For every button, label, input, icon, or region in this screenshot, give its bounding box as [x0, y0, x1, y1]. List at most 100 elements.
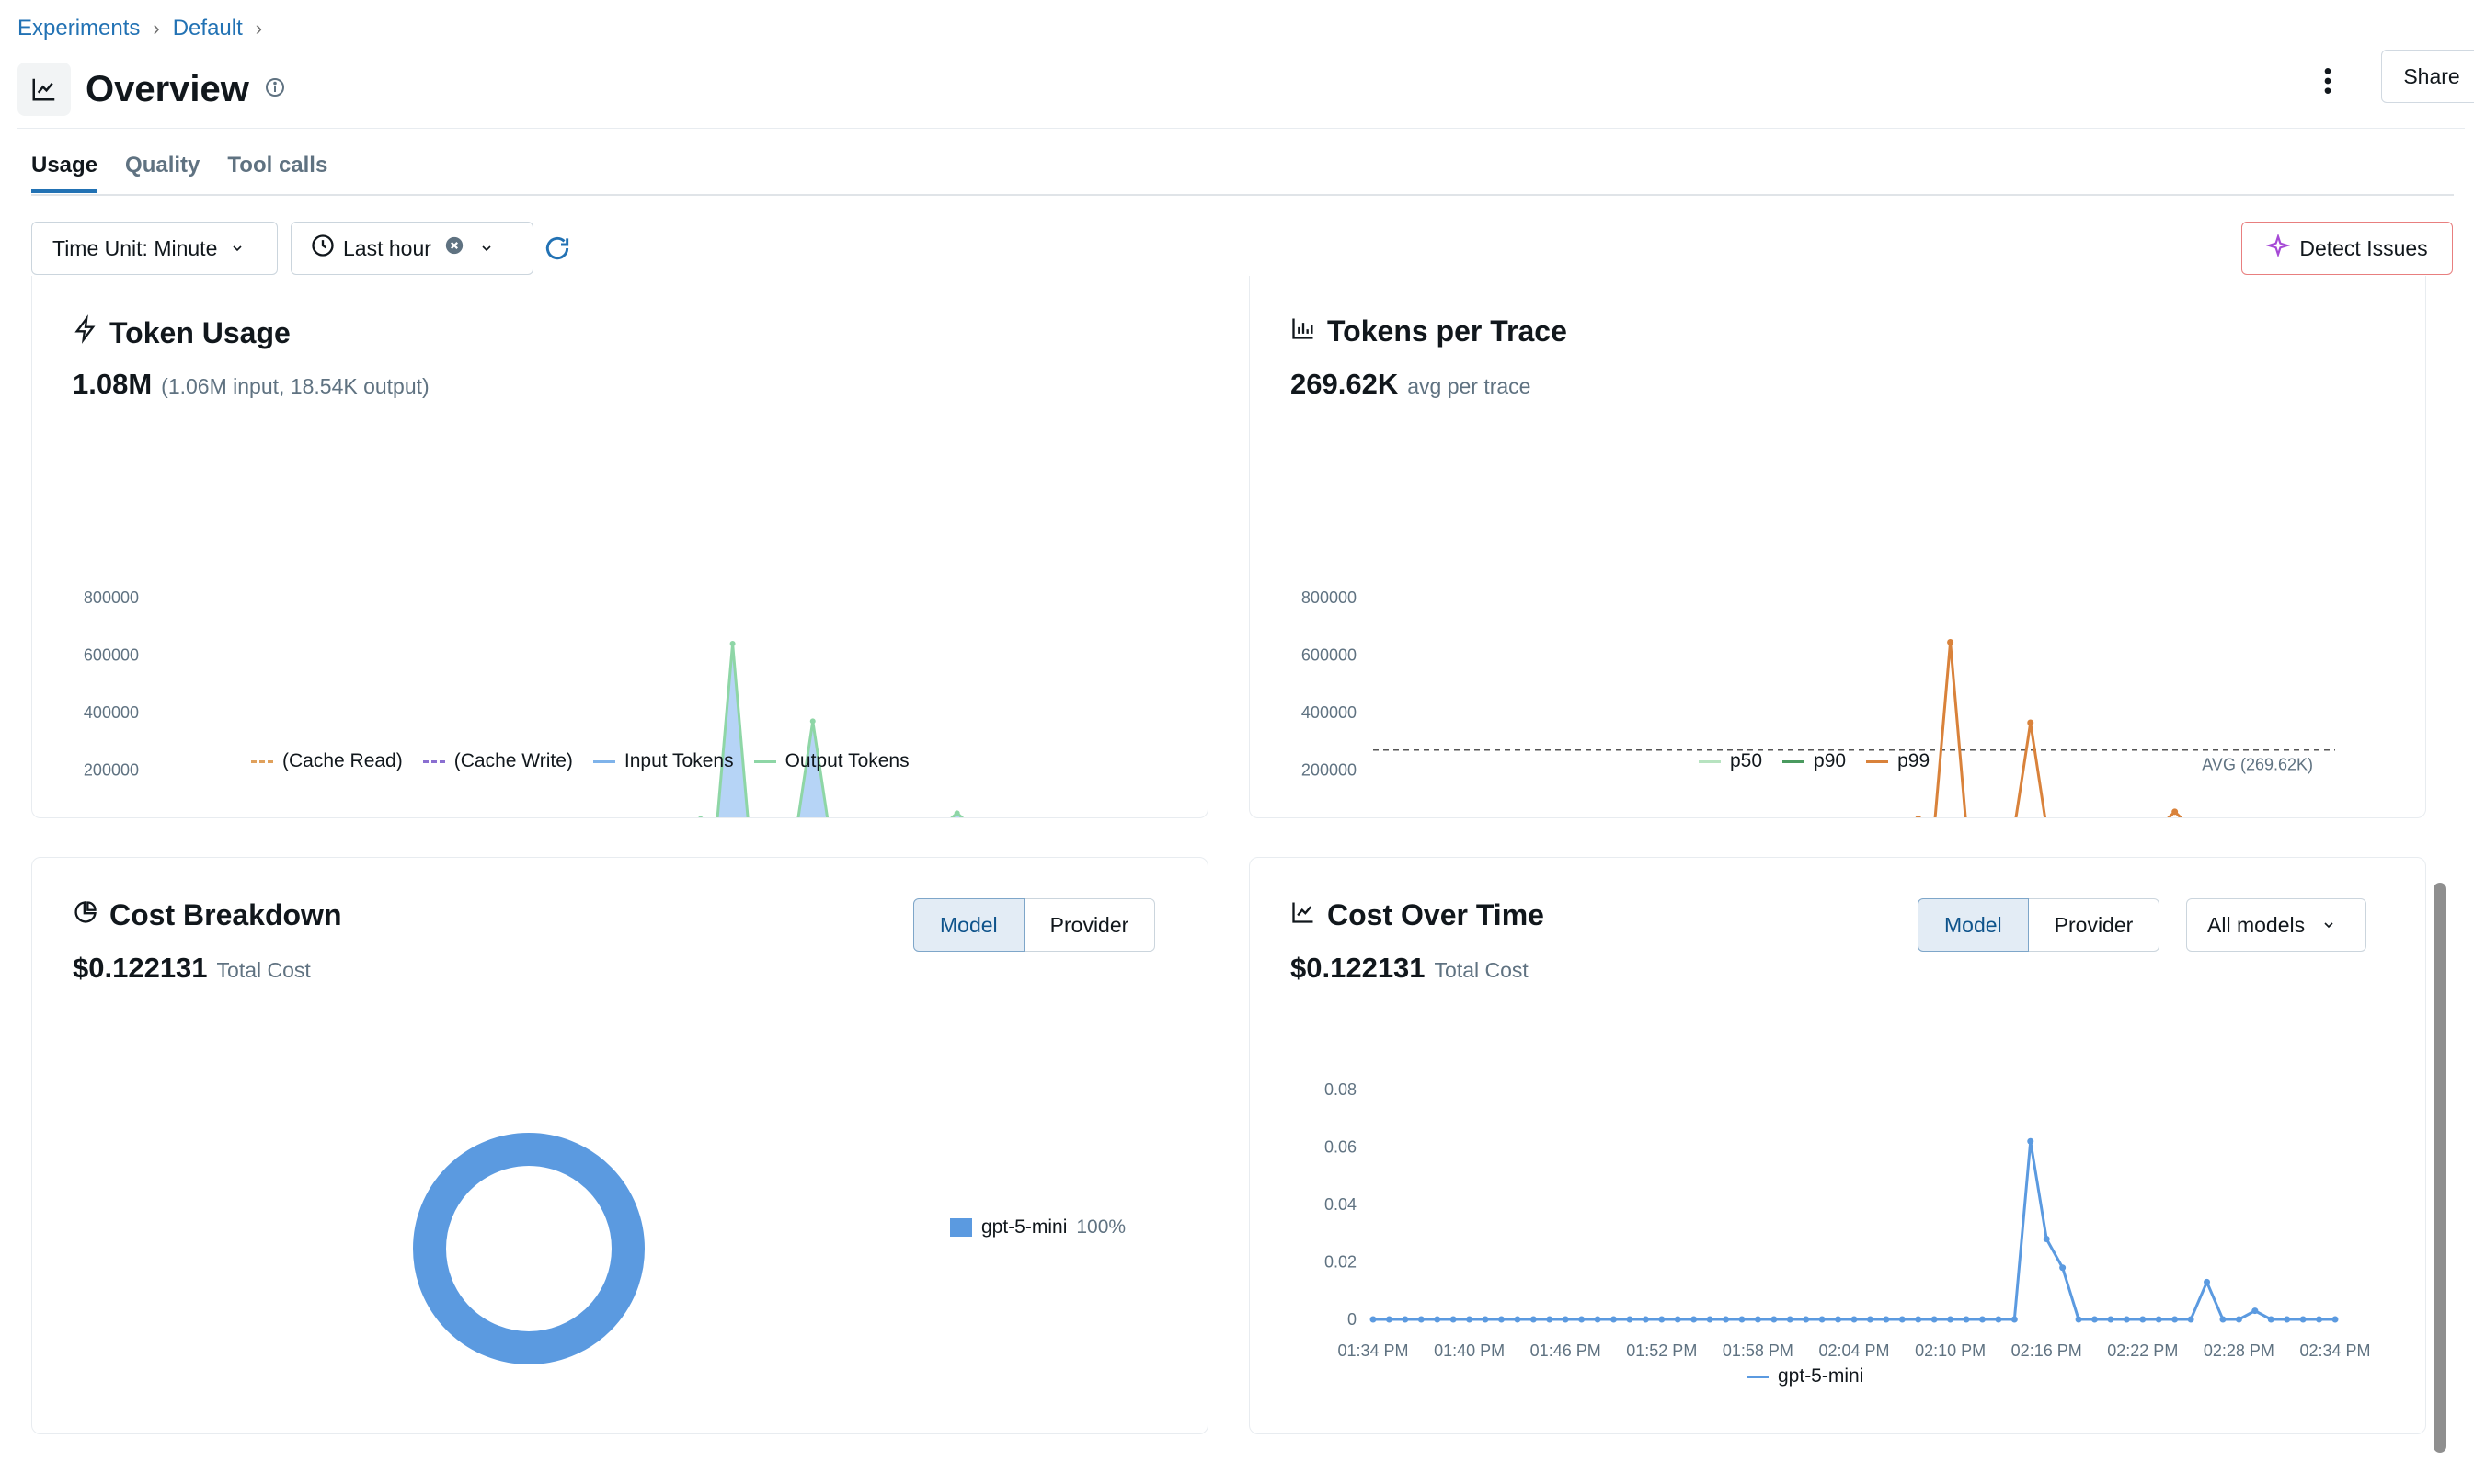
token-usage-metric: 1.08M (1.06M input, 18.54K output): [73, 368, 430, 401]
legend-input-tokens[interactable]: Input Tokens: [592, 750, 734, 772]
cost-breakdown-title: Cost Breakdown: [73, 898, 341, 932]
input-tokens-area: [717, 644, 962, 817]
legend-gpt-5-mini-pct: 100%: [1076, 1216, 1127, 1238]
breadcrumb: Experiments › Default ›: [17, 16, 262, 41]
legend-p99-label: p99: [1897, 750, 1930, 771]
info-icon[interactable]: [264, 76, 286, 103]
x-tick-label: 01:46 PM: [1530, 1341, 1601, 1360]
breadcrumb-default[interactable]: Default: [172, 16, 243, 40]
data-point: [2123, 1316, 2130, 1323]
token-usage-title-text: Token Usage: [109, 315, 291, 349]
tokens-per-trace-title-text: Tokens per Trace: [1327, 314, 1567, 348]
data-point: [1786, 1316, 1793, 1323]
data-point: [2027, 719, 2034, 726]
more-options-icon[interactable]: [2322, 66, 2333, 100]
data-point: [2171, 1316, 2179, 1323]
data-point: [2204, 1278, 2211, 1285]
x-tick-label: 02:22 PM: [2107, 1341, 2178, 1360]
y-tick-label: 200000: [84, 761, 139, 780]
data-point: [2251, 1307, 2259, 1315]
toggle-model[interactable]: Model: [913, 898, 1025, 952]
data-point: [1898, 1316, 1906, 1323]
data-point: [1723, 1316, 1730, 1323]
data-point: [1947, 1316, 1954, 1323]
toggle-provider[interactable]: Provider: [1024, 898, 1156, 952]
data-point: [1466, 1316, 1473, 1323]
y-tick-label: 0.06: [1324, 1138, 1357, 1157]
clock-icon: [310, 233, 336, 264]
y-tick-label: 200000: [1301, 761, 1357, 780]
cost-over-time-toggle: Model Provider: [1918, 898, 2160, 952]
cost-breakdown-toggle: Model Provider: [913, 898, 1156, 952]
data-point: [954, 810, 960, 816]
data-point: [2027, 1137, 2034, 1145]
legend-cache-write[interactable]: (Cache Write): [422, 750, 573, 772]
y-tick-label: 600000: [1301, 646, 1357, 665]
refresh-icon[interactable]: [543, 234, 572, 268]
legend-gpt-5-mini[interactable]: gpt-5-mini: [1747, 1365, 1863, 1387]
data-point: [2107, 1316, 2114, 1323]
clear-icon[interactable]: [444, 235, 464, 261]
data-point: [1706, 1316, 1713, 1323]
detect-issues-button[interactable]: Detect Issues: [2241, 222, 2453, 275]
data-point: [1529, 1316, 1537, 1323]
models-select[interactable]: All models: [2186, 898, 2366, 952]
data-point: [1497, 1316, 1505, 1323]
y-tick-label: 0.08: [1324, 1080, 1357, 1099]
data-point: [1850, 1316, 1858, 1323]
data-point: [1578, 1316, 1586, 1323]
line-chart-icon: [1290, 898, 1316, 932]
y-tick-label: 800000: [1301, 588, 1357, 607]
donut-slice-gpt-5-mini: [413, 1133, 645, 1364]
data-point: [1434, 1316, 1441, 1323]
cost-breakdown-donut: [413, 1133, 645, 1364]
data-point: [1674, 1316, 1681, 1323]
tokens-per-trace-avg: 269.62K: [1290, 368, 1399, 400]
data-point: [2139, 1316, 2147, 1323]
data-point: [2187, 1316, 2194, 1323]
legend-output-tokens-label: Output Tokens: [785, 750, 910, 771]
tab-tool-calls[interactable]: Tool calls: [227, 153, 328, 177]
data-point: [1978, 1316, 1986, 1323]
toggle-provider[interactable]: Provider: [2028, 898, 2160, 952]
legend-cache-read-label: (Cache Read): [282, 750, 403, 771]
data-point: [1642, 1316, 1649, 1323]
data-point: [1866, 1316, 1873, 1323]
y-tick-label: 0: [1347, 1310, 1357, 1329]
cost-over-time-card: Cost Over Time $0.122131 Total Cost Mode…: [1249, 857, 2426, 1434]
legend-output-tokens[interactable]: Output Tokens: [753, 750, 910, 772]
tokens-per-trace-card: Tokens per Trace 269.62K avg per trace 0…: [1249, 276, 2426, 818]
tab-usage[interactable]: Usage: [31, 153, 98, 193]
y-tick-label: 400000: [1301, 703, 1357, 722]
time-range-select[interactable]: Last hour: [291, 222, 533, 275]
data-point: [2010, 1316, 2018, 1323]
output-tokens-line: [700, 643, 965, 817]
header-divider: [17, 128, 2465, 129]
legend-swatch: [950, 1218, 972, 1237]
time-unit-label: Time Unit: Minute: [52, 235, 218, 260]
share-button[interactable]: Share: [2381, 50, 2474, 103]
toggle-model[interactable]: Model: [1918, 898, 2029, 952]
cost-breakdown-total-suffix: Total Cost: [216, 958, 311, 982]
y-tick-label: 600000: [84, 646, 139, 665]
token-usage-detail: (1.06M input, 18.54K output): [161, 374, 430, 398]
time-unit-select[interactable]: Time Unit: Minute: [31, 222, 278, 275]
x-tick-label: 02:34 PM: [2299, 1341, 2370, 1360]
data-point: [2316, 1316, 2323, 1323]
page-title: Overview: [86, 68, 249, 109]
legend-p99[interactable]: p99: [1866, 750, 1930, 772]
legend-p50[interactable]: p50: [1699, 750, 1762, 772]
detect-issues-label: Detect Issues: [2299, 235, 2428, 260]
data-point: [1835, 1316, 1842, 1323]
breadcrumb-separator-icon: ›: [153, 17, 160, 40]
data-point: [1995, 1316, 2002, 1323]
legend-cache-read[interactable]: (Cache Read): [251, 750, 403, 772]
legend-p90[interactable]: p90: [1782, 750, 1846, 772]
scrollbar-thumb[interactable]: [2434, 883, 2446, 1453]
tokens-per-trace-avg-suffix: avg per trace: [1407, 374, 1531, 398]
breadcrumb-experiments[interactable]: Experiments: [17, 16, 141, 40]
tab-quality[interactable]: Quality: [125, 153, 200, 177]
cost-breakdown-legend[interactable]: gpt-5-mini 100%: [950, 1216, 1126, 1239]
